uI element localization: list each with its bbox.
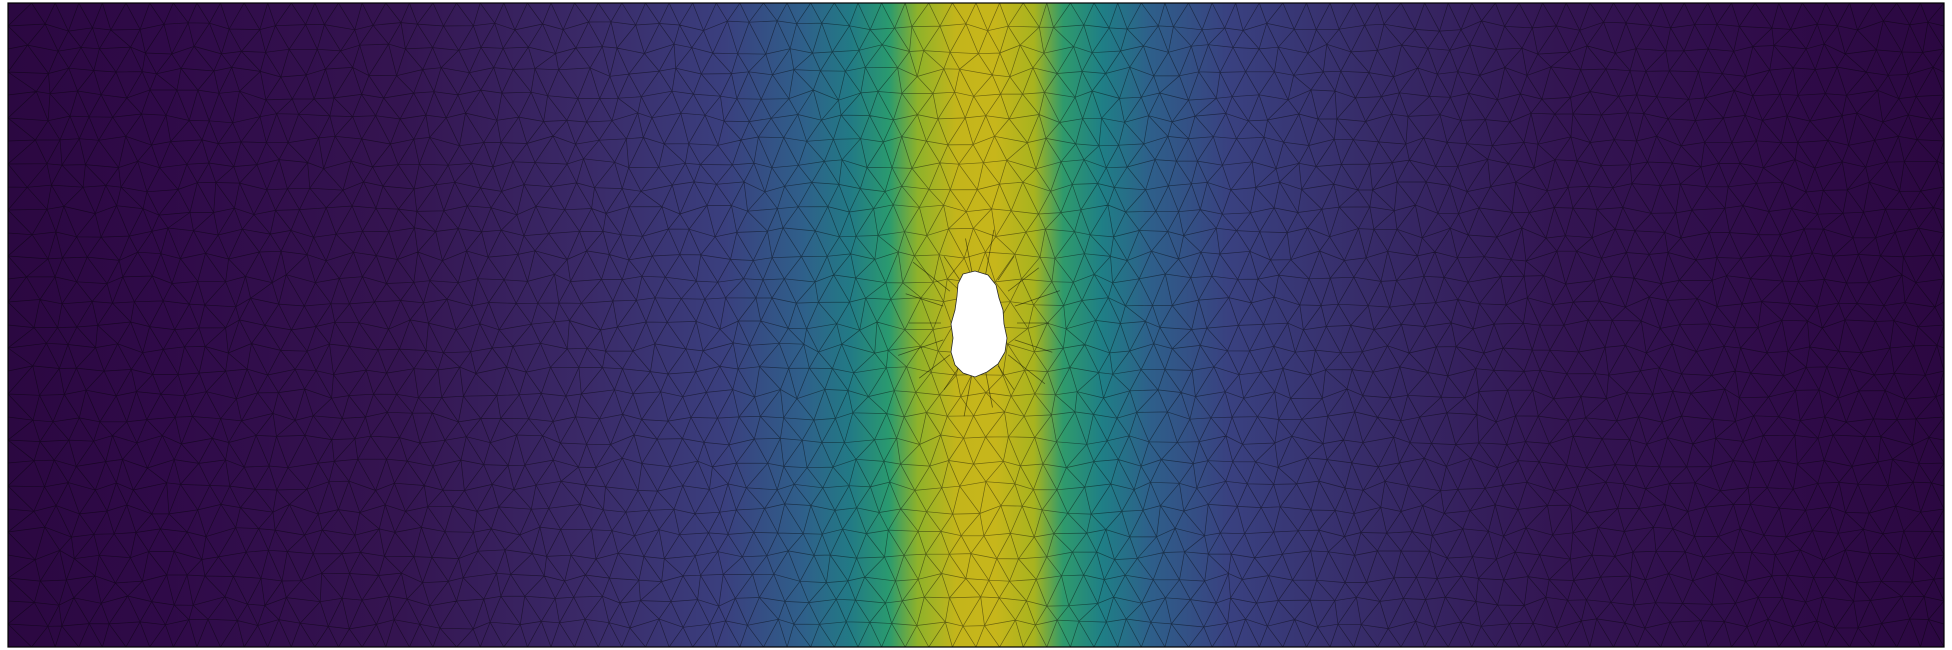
domain-border xyxy=(7,2,1945,648)
hole-refinement-edges xyxy=(898,229,1060,417)
triangle-mesh xyxy=(8,3,1944,647)
central-hole xyxy=(950,270,1008,378)
mesh-edges xyxy=(8,3,1944,647)
